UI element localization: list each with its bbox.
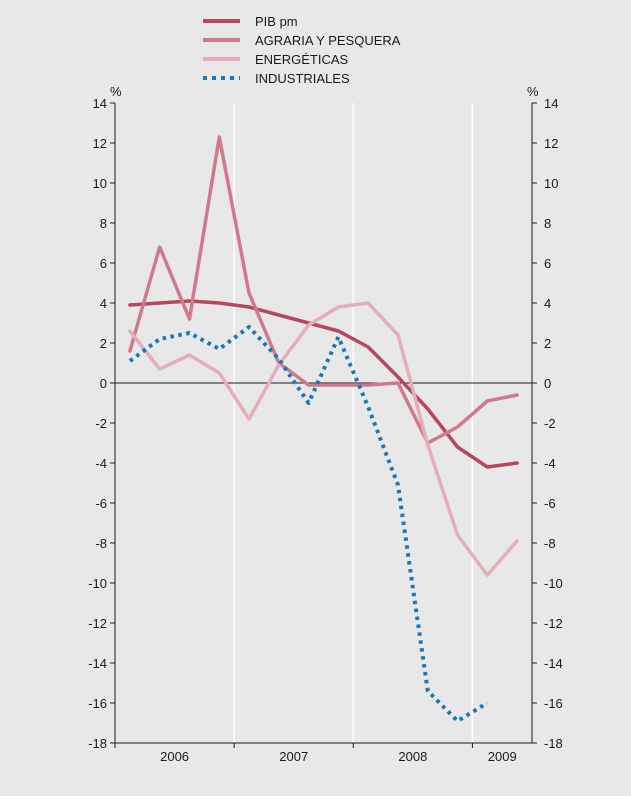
series bbox=[128, 135, 519, 723]
y-tick-label-right: -14 bbox=[544, 656, 563, 671]
y-tick-label-right: -2 bbox=[544, 416, 556, 431]
y-tick-label-right: 14 bbox=[544, 96, 558, 111]
y-tick-label-right: -18 bbox=[544, 736, 563, 751]
y-tick-label-left: 6 bbox=[100, 256, 107, 271]
y-tick-label-right: -6 bbox=[544, 496, 556, 511]
y-tick-label-right: 4 bbox=[544, 296, 551, 311]
y-tick-label-left: -16 bbox=[88, 696, 107, 711]
y-tick-label-left: 4 bbox=[100, 296, 107, 311]
y-tick-label-left: -10 bbox=[88, 576, 107, 591]
series-line bbox=[128, 135, 519, 445]
y-tick-label-left: -2 bbox=[95, 416, 107, 431]
legend-label: ENERGÉTICAS bbox=[255, 52, 349, 67]
y-tick-label-right: -12 bbox=[544, 616, 563, 631]
y-tick-label-right: -8 bbox=[544, 536, 556, 551]
y-tick-label-right: 12 bbox=[544, 136, 558, 151]
legend-label: PIB pm bbox=[255, 14, 298, 29]
y-tick-label-left: -14 bbox=[88, 656, 107, 671]
y-tick-label-left: -18 bbox=[88, 736, 107, 751]
y-tick-label-left: -12 bbox=[88, 616, 107, 631]
axes: 14 14 12 12 10 10 8 8 6 6 4 4 2 2 0 0 -2 -2 -4 -4 -6 -6 -8 -8 -1… bbox=[88, 96, 563, 764]
y-tick-label-left: -6 bbox=[95, 496, 107, 511]
y-tick-label-left: -8 bbox=[95, 536, 107, 551]
y-tick-label-left: 8 bbox=[100, 216, 107, 231]
y-tick-label-left: 14 bbox=[93, 96, 107, 111]
y-tick-label-right: 2 bbox=[544, 336, 551, 351]
y-tick-label-right: 10 bbox=[544, 176, 558, 191]
y-tick-label-left: 0 bbox=[100, 376, 107, 391]
y-tick-label-right: 0 bbox=[544, 376, 551, 391]
y-tick-label-right: -4 bbox=[544, 456, 556, 471]
x-tick-label: 2007 bbox=[279, 749, 308, 764]
y-tick-label-right: -16 bbox=[544, 696, 563, 711]
legend-label: INDUSTRIALES bbox=[255, 71, 350, 86]
y-tick-label-right: 8 bbox=[544, 216, 551, 231]
y-axis-unit-left: % bbox=[110, 84, 122, 99]
legend: PIB pm AGRARIA Y PESQUERA ENERGÉTICAS INDUS… bbox=[203, 14, 401, 86]
x-tick-label: 2008 bbox=[398, 749, 427, 764]
series-line bbox=[128, 301, 519, 577]
y-tick-label-left: 12 bbox=[93, 136, 107, 151]
y-tick-label-right: -10 bbox=[544, 576, 563, 591]
x-tick-label: 2006 bbox=[160, 749, 189, 764]
y-tick-label-left: -4 bbox=[95, 456, 107, 471]
legend-label: AGRARIA Y PESQUERA bbox=[255, 33, 401, 48]
y-tick-label-left: 10 bbox=[93, 176, 107, 191]
y-tick-label-right: 6 bbox=[544, 256, 551, 271]
x-tick-label: 2009 bbox=[488, 749, 517, 764]
y-tick-label-left: 2 bbox=[100, 336, 107, 351]
series-line bbox=[128, 299, 519, 469]
y-axis-unit-right: % bbox=[527, 84, 539, 99]
series-line bbox=[128, 325, 489, 723]
